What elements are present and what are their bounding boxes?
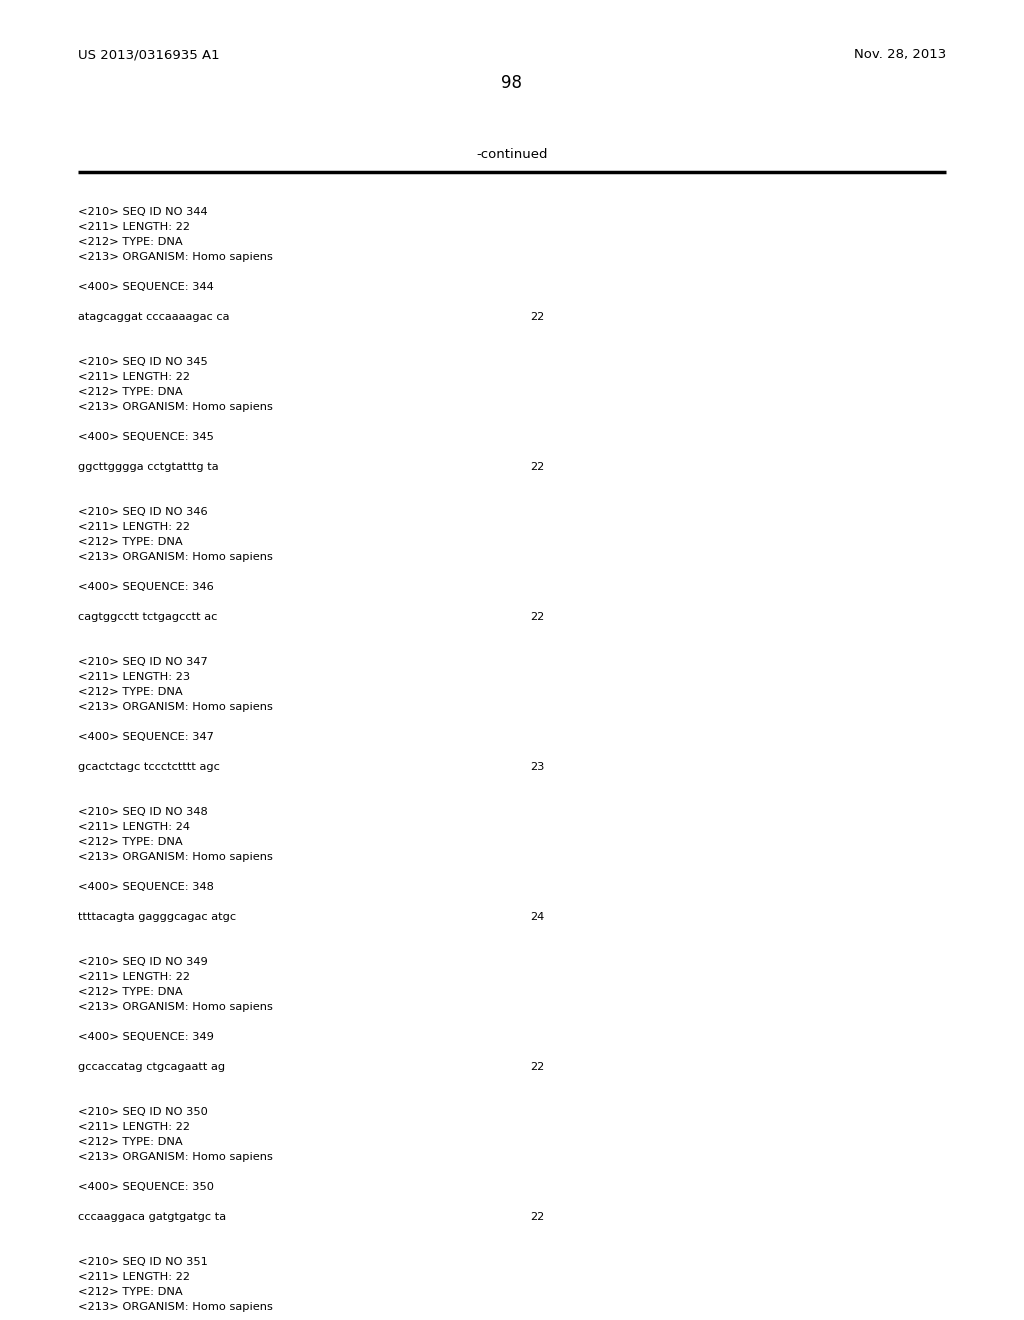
Text: <400> SEQUENCE: 349: <400> SEQUENCE: 349 (78, 1032, 214, 1041)
Text: <211> LENGTH: 24: <211> LENGTH: 24 (78, 822, 190, 832)
Text: <400> SEQUENCE: 347: <400> SEQUENCE: 347 (78, 733, 214, 742)
Text: <210> SEQ ID NO 346: <210> SEQ ID NO 346 (78, 507, 208, 517)
Text: 22: 22 (530, 312, 544, 322)
Text: <211> LENGTH: 22: <211> LENGTH: 22 (78, 521, 190, 532)
Text: -continued: -continued (476, 148, 548, 161)
Text: Nov. 28, 2013: Nov. 28, 2013 (854, 48, 946, 61)
Text: <211> LENGTH: 22: <211> LENGTH: 22 (78, 1272, 190, 1282)
Text: <211> LENGTH: 22: <211> LENGTH: 22 (78, 972, 190, 982)
Text: <211> LENGTH: 22: <211> LENGTH: 22 (78, 372, 190, 381)
Text: <213> ORGANISM: Homo sapiens: <213> ORGANISM: Homo sapiens (78, 552, 272, 562)
Text: gccaccatag ctgcagaatt ag: gccaccatag ctgcagaatt ag (78, 1063, 225, 1072)
Text: gcactctagc tccctctttt agc: gcactctagc tccctctttt agc (78, 762, 220, 772)
Text: <213> ORGANISM: Homo sapiens: <213> ORGANISM: Homo sapiens (78, 851, 272, 862)
Text: 22: 22 (530, 612, 544, 622)
Text: <212> TYPE: DNA: <212> TYPE: DNA (78, 1287, 182, 1298)
Text: <210> SEQ ID NO 350: <210> SEQ ID NO 350 (78, 1107, 208, 1117)
Text: <211> LENGTH: 22: <211> LENGTH: 22 (78, 222, 190, 232)
Text: <210> SEQ ID NO 345: <210> SEQ ID NO 345 (78, 356, 208, 367)
Text: <211> LENGTH: 23: <211> LENGTH: 23 (78, 672, 190, 682)
Text: <210> SEQ ID NO 347: <210> SEQ ID NO 347 (78, 657, 208, 667)
Text: <210> SEQ ID NO 351: <210> SEQ ID NO 351 (78, 1257, 208, 1267)
Text: <212> TYPE: DNA: <212> TYPE: DNA (78, 1137, 182, 1147)
Text: <213> ORGANISM: Homo sapiens: <213> ORGANISM: Homo sapiens (78, 1152, 272, 1162)
Text: <212> TYPE: DNA: <212> TYPE: DNA (78, 537, 182, 546)
Text: atagcaggat cccaaaagac ca: atagcaggat cccaaaagac ca (78, 312, 229, 322)
Text: cccaaggaca gatgtgatgc ta: cccaaggaca gatgtgatgc ta (78, 1212, 226, 1222)
Text: 98: 98 (502, 74, 522, 92)
Text: cagtggcctt tctgagcctt ac: cagtggcctt tctgagcctt ac (78, 612, 217, 622)
Text: ggcttgggga cctgtatttg ta: ggcttgggga cctgtatttg ta (78, 462, 219, 473)
Text: 22: 22 (530, 462, 544, 473)
Text: <400> SEQUENCE: 346: <400> SEQUENCE: 346 (78, 582, 214, 591)
Text: <213> ORGANISM: Homo sapiens: <213> ORGANISM: Homo sapiens (78, 1302, 272, 1312)
Text: <211> LENGTH: 22: <211> LENGTH: 22 (78, 1122, 190, 1133)
Text: <210> SEQ ID NO 348: <210> SEQ ID NO 348 (78, 807, 208, 817)
Text: <212> TYPE: DNA: <212> TYPE: DNA (78, 686, 182, 697)
Text: 23: 23 (530, 762, 545, 772)
Text: ttttacagta gagggcagac atgc: ttttacagta gagggcagac atgc (78, 912, 237, 921)
Text: <400> SEQUENCE: 344: <400> SEQUENCE: 344 (78, 282, 214, 292)
Text: 22: 22 (530, 1212, 544, 1222)
Text: <210> SEQ ID NO 349: <210> SEQ ID NO 349 (78, 957, 208, 968)
Text: US 2013/0316935 A1: US 2013/0316935 A1 (78, 48, 219, 61)
Text: <213> ORGANISM: Homo sapiens: <213> ORGANISM: Homo sapiens (78, 403, 272, 412)
Text: <210> SEQ ID NO 344: <210> SEQ ID NO 344 (78, 207, 208, 216)
Text: 22: 22 (530, 1063, 544, 1072)
Text: <213> ORGANISM: Homo sapiens: <213> ORGANISM: Homo sapiens (78, 702, 272, 711)
Text: <212> TYPE: DNA: <212> TYPE: DNA (78, 238, 182, 247)
Text: <400> SEQUENCE: 348: <400> SEQUENCE: 348 (78, 882, 214, 892)
Text: <400> SEQUENCE: 345: <400> SEQUENCE: 345 (78, 432, 214, 442)
Text: <212> TYPE: DNA: <212> TYPE: DNA (78, 837, 182, 847)
Text: <213> ORGANISM: Homo sapiens: <213> ORGANISM: Homo sapiens (78, 1002, 272, 1012)
Text: <213> ORGANISM: Homo sapiens: <213> ORGANISM: Homo sapiens (78, 252, 272, 261)
Text: <212> TYPE: DNA: <212> TYPE: DNA (78, 387, 182, 397)
Text: <212> TYPE: DNA: <212> TYPE: DNA (78, 987, 182, 997)
Text: <400> SEQUENCE: 350: <400> SEQUENCE: 350 (78, 1181, 214, 1192)
Text: 24: 24 (530, 912, 544, 921)
